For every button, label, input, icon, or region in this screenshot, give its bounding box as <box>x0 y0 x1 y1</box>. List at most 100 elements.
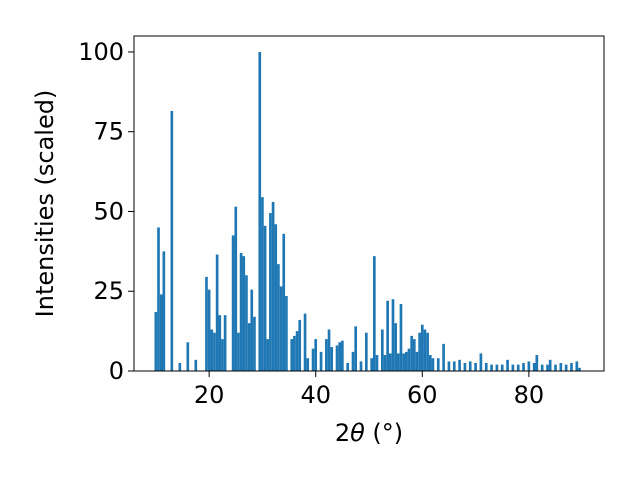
bar-93 <box>511 364 515 371</box>
bar-91 <box>500 364 504 371</box>
bar-70 <box>410 335 413 371</box>
x-tick-label: 20 <box>194 381 225 409</box>
bar-48 <box>335 345 339 371</box>
bar-1 <box>157 227 160 371</box>
bar-49 <box>338 342 342 371</box>
bar-37 <box>293 335 296 371</box>
bar-54 <box>359 361 363 371</box>
bar-81 <box>447 361 451 371</box>
bar-7 <box>194 359 198 371</box>
bar-36 <box>290 339 294 371</box>
bar-31 <box>274 224 278 371</box>
bar-86 <box>474 363 477 371</box>
bar-55 <box>365 332 368 371</box>
bar-2 <box>159 294 163 371</box>
x-axis-label-unit: (°) <box>365 419 403 447</box>
bar-46 <box>327 329 331 371</box>
bar-38 <box>295 331 299 371</box>
bar-41 <box>306 358 310 371</box>
bar-98 <box>535 355 539 371</box>
bar-5 <box>178 363 182 371</box>
bar-77 <box>428 355 432 371</box>
bar-94 <box>516 364 520 371</box>
bar-27 <box>263 225 267 371</box>
bar-95 <box>522 363 525 371</box>
bar-78 <box>431 358 435 371</box>
bar-85 <box>468 361 472 371</box>
bar-101 <box>548 359 552 371</box>
bar-23 <box>250 289 254 371</box>
bar-53 <box>354 326 358 371</box>
bar-52 <box>351 351 355 371</box>
bar-40 <box>303 313 307 371</box>
bar-84 <box>463 363 467 371</box>
bar-43 <box>314 339 318 371</box>
x-tick-label: 60 <box>407 381 438 409</box>
bar-44 <box>319 351 323 371</box>
bar-22 <box>247 323 251 371</box>
bar-50 <box>341 340 344 371</box>
bar-20 <box>242 256 246 371</box>
bar-29 <box>269 213 272 371</box>
bar-9 <box>207 289 211 371</box>
bar-3 <box>162 251 166 371</box>
bar-59 <box>380 329 384 371</box>
bar-56 <box>370 358 373 371</box>
x-axis-label-theta: θ <box>350 419 365 447</box>
bar-42 <box>311 348 315 371</box>
bar-87 <box>479 353 483 371</box>
bar-65 <box>396 353 400 371</box>
bar-35 <box>285 296 288 371</box>
bar-33 <box>279 286 283 371</box>
bar-14 <box>221 339 224 371</box>
bar-57 <box>373 256 376 371</box>
bar-61 <box>386 300 389 371</box>
x-tick-label: 40 <box>300 381 331 409</box>
bar-72 <box>415 351 419 371</box>
bar-51 <box>346 363 350 371</box>
bar-60 <box>383 355 387 371</box>
bar-28 <box>266 339 270 371</box>
bar-106 <box>575 361 579 371</box>
y-tick-label: 75 <box>93 118 124 146</box>
y-tick-label: 25 <box>93 277 124 305</box>
bar-88 <box>484 363 488 371</box>
bar-15 <box>223 315 227 371</box>
bar-107 <box>578 367 581 371</box>
bar-24 <box>253 316 256 371</box>
bar-66 <box>399 304 403 371</box>
bar-64 <box>394 323 397 371</box>
bar-90 <box>495 364 499 371</box>
bar-18 <box>237 332 240 371</box>
bar-89 <box>490 364 493 371</box>
bar-62 <box>388 353 392 371</box>
y-tick-label: 0 <box>109 357 124 385</box>
x-axis-ticks: 20 40 60 80 <box>194 371 544 409</box>
bar-67 <box>402 353 405 371</box>
bar-104 <box>564 364 568 371</box>
bar-80 <box>442 343 445 371</box>
bar-102 <box>554 364 557 371</box>
x-axis-label: 2θ (°) <box>335 419 403 447</box>
bar-4 <box>170 110 174 371</box>
y-tick-label: 100 <box>78 38 124 66</box>
bar-26 <box>261 197 264 371</box>
bar-100 <box>546 364 549 371</box>
bar-13 <box>218 315 222 371</box>
bar-63 <box>391 299 395 371</box>
bar-25 <box>258 51 262 371</box>
y-axis-label: Intensities (scaled) <box>31 90 59 318</box>
x-axis-label-prefix: 2 <box>335 419 350 447</box>
bar-47 <box>330 347 334 371</box>
bar-11 <box>213 332 216 371</box>
bar-16 <box>231 235 235 371</box>
bar-17 <box>234 206 238 371</box>
bar-79 <box>436 358 440 371</box>
bar-21 <box>245 275 248 371</box>
bars-group <box>154 51 581 371</box>
bar-69 <box>407 348 411 371</box>
bar-103 <box>559 363 563 371</box>
bar-39 <box>298 319 302 371</box>
